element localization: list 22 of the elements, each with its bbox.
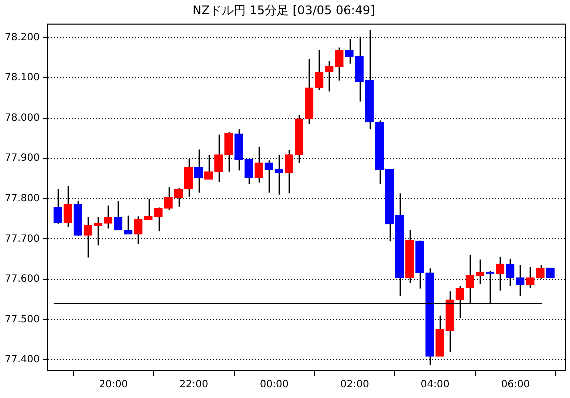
candlestick	[154, 207, 163, 232]
y-tick-label: 77.700	[4, 234, 40, 245]
x-tick-label: 02:00	[340, 380, 370, 391]
candlestick	[104, 205, 113, 230]
candlestick	[264, 160, 274, 194]
y-tick-label: 77.900	[4, 153, 40, 164]
y-tick-label: 77.600	[4, 274, 40, 286]
y-tick-label: 78.000	[4, 112, 40, 124]
x-tick-label: 00:00	[260, 380, 289, 391]
x-tick-label: 06:00	[501, 380, 530, 391]
candlestick	[345, 38, 354, 65]
y-tick-label: 78.200	[4, 32, 40, 44]
y-tick-label: 77.800	[4, 194, 40, 205]
x-tick-label: 22:00	[180, 380, 208, 391]
y-tick-label: 77.400	[4, 354, 40, 366]
candlestick	[114, 200, 123, 231]
y-tick-label: 77.500	[4, 314, 40, 326]
x-tick-label: 20:00	[99, 380, 128, 391]
x-tick-label: 04:00	[420, 380, 450, 391]
candlestick	[124, 215, 133, 236]
y-tick-label: 78.100	[4, 72, 40, 84]
chart-title: NZドル円 15分足 [03/05 06:49]	[192, 3, 376, 18]
